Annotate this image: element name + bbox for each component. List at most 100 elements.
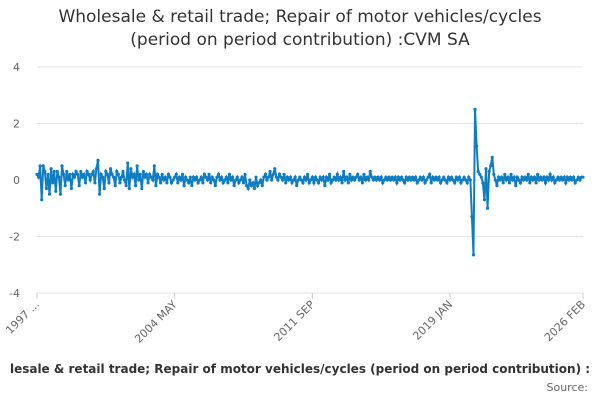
- point: [285, 175, 289, 179]
- point: [329, 181, 333, 185]
- point: [102, 186, 106, 191]
- point: [479, 175, 483, 179]
- point: [151, 178, 155, 182]
- point: [79, 169, 83, 174]
- point: [562, 175, 566, 179]
- point: [512, 175, 516, 179]
- point: [141, 169, 145, 174]
- point: [360, 181, 365, 185]
- point: [188, 175, 192, 179]
- point: [223, 178, 227, 182]
- point: [171, 178, 175, 182]
- point: [443, 178, 447, 182]
- point: [332, 175, 336, 179]
- y-tick-label: -2: [9, 231, 20, 244]
- point: [310, 175, 314, 179]
- point: [138, 172, 142, 176]
- point: [320, 178, 324, 182]
- point: [543, 181, 548, 185]
- point: [359, 175, 363, 179]
- point: [526, 172, 530, 176]
- y-tick-label: 4: [13, 61, 20, 74]
- point: [340, 181, 344, 185]
- point: [475, 144, 479, 148]
- point: [315, 178, 319, 182]
- point: [58, 192, 63, 196]
- point: [279, 175, 283, 179]
- legend-entry: lesale & retail trade; Repair of motor v…: [10, 362, 590, 376]
- point: [101, 175, 105, 179]
- point: [60, 164, 64, 168]
- point: [536, 172, 540, 176]
- point: [241, 181, 246, 185]
- point: [165, 181, 169, 185]
- point: [532, 175, 537, 179]
- point: [257, 181, 261, 185]
- point: [299, 178, 303, 182]
- point: [568, 175, 573, 179]
- point: [193, 178, 197, 182]
- point: [291, 178, 296, 182]
- point: [557, 178, 562, 182]
- point: [454, 175, 458, 179]
- point: [243, 172, 247, 176]
- point: [212, 178, 216, 182]
- point: [51, 181, 55, 185]
- point: [489, 164, 493, 168]
- chart-title: Wholesale & retail trade; Repair of moto…: [58, 7, 541, 27]
- point: [445, 181, 449, 185]
- point: [492, 172, 496, 176]
- point: [518, 181, 523, 185]
- point: [302, 175, 307, 179]
- point: [373, 175, 377, 179]
- point: [166, 172, 171, 176]
- point: [47, 192, 52, 196]
- point: [556, 175, 560, 179]
- point: [338, 175, 343, 179]
- point: [80, 175, 84, 179]
- point: [453, 181, 457, 185]
- point: [87, 172, 91, 176]
- point: [487, 169, 491, 174]
- point: [345, 175, 349, 179]
- point: [216, 172, 221, 176]
- point: [55, 169, 59, 174]
- point: [155, 172, 160, 176]
- point: [41, 164, 45, 168]
- y-tick-label: 2: [13, 118, 20, 131]
- point: [46, 172, 50, 176]
- point: [481, 181, 485, 185]
- point: [567, 178, 571, 182]
- point: [184, 175, 188, 179]
- point: [266, 175, 271, 179]
- point: [381, 181, 385, 185]
- point: [90, 172, 94, 176]
- point: [457, 175, 462, 179]
- point: [335, 172, 339, 176]
- point: [354, 175, 358, 179]
- point: [429, 181, 433, 185]
- point: [323, 184, 327, 188]
- point: [246, 186, 250, 191]
- point: [324, 175, 329, 179]
- point: [418, 175, 422, 179]
- point: [385, 178, 390, 182]
- point: [185, 178, 189, 182]
- point: [263, 172, 268, 176]
- point: [343, 178, 347, 182]
- point: [327, 172, 332, 176]
- point: [395, 181, 399, 185]
- point: [262, 175, 266, 179]
- point: [426, 175, 430, 179]
- point: [378, 178, 382, 182]
- point: [363, 178, 368, 182]
- point: [133, 184, 138, 188]
- point: [565, 175, 569, 179]
- point: [468, 178, 472, 182]
- point: [271, 172, 275, 176]
- point: [91, 169, 95, 174]
- point: [179, 178, 183, 182]
- point: [546, 178, 551, 182]
- point: [578, 178, 582, 182]
- point: [110, 172, 114, 176]
